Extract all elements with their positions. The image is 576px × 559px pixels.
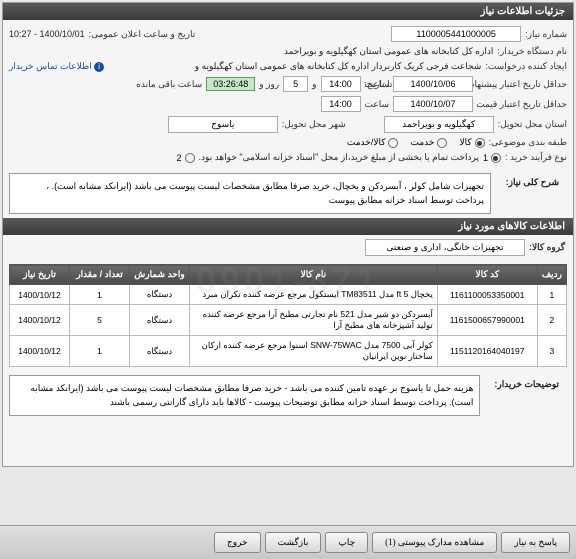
cell-code: 1161500657990001	[437, 305, 537, 336]
radio-dot-icon	[475, 138, 485, 148]
respond-button[interactable]: پاسخ به نیاز	[501, 532, 570, 553]
remaining-label: ساعت باقی مانده	[136, 79, 202, 90]
desc-text: تجهیزات شامل کولر ، آبسردکن و یخچال، خری…	[9, 173, 491, 214]
radio-goods-label: کالا	[459, 137, 471, 148]
deadline-label: حداقل تاریخ اعتبار پیشنهاد / مهلت ارسال …	[477, 79, 567, 90]
radio-service[interactable]: خدمت	[410, 137, 447, 148]
process-note: پرداخت تمام یا بخشی از مبلغ خرید،از محل …	[199, 152, 479, 163]
group-value: تجهیزات خانگی، اداری و صنعتی	[365, 239, 525, 256]
category-radio-group: کالا خدمت کالا/خدمت	[347, 137, 485, 148]
radio-dot-icon	[185, 153, 195, 163]
main-panel: جزئیات اطلاعات نیاز شماره نیاز: 11000054…	[2, 2, 574, 467]
cell-date: 1400/10/12	[10, 336, 70, 367]
radio-service-label: خدمت	[410, 137, 434, 148]
category-label: طبقه بندی موضوعی:	[489, 137, 567, 148]
buyer-notes-text: هزینه حمل تا یاسوج بر عهده تامین کننده م…	[9, 375, 480, 416]
price-valid-date: 1400/10/07	[393, 96, 473, 112]
cell-code: 1151120164040197	[437, 336, 537, 367]
process-opt2-label: 2	[177, 153, 182, 163]
button-bar: پاسخ به نیاز مشاهده مدارک پیوستی (1) چاپ…	[0, 525, 576, 559]
form-area: شماره نیاز: 1100005441000005 تاریخ و ساع…	[3, 20, 573, 173]
deadline-time: 14:00	[321, 76, 361, 92]
exit-button[interactable]: خروج	[214, 532, 261, 553]
table-row: 31151120164040197کولر آبی 7500 مدل SNW-7…	[10, 336, 567, 367]
price-valid-time: 14:00	[321, 96, 361, 112]
th-unit: واحد شمارش	[130, 265, 190, 285]
radio-both-label: کالا/خدمت	[347, 137, 386, 148]
deadline-date: 1400/10/06	[393, 76, 473, 92]
process-opt1-label: 1	[483, 153, 488, 163]
requester-label: ایجاد کننده درخواست:	[485, 61, 567, 72]
cell-name: آبسردکن دو شیر مدل 521 نام تجارتی مطبخ آ…	[190, 305, 438, 336]
cell-date: 1400/10/12	[10, 285, 70, 305]
radio-dot-icon	[491, 153, 501, 163]
items-table: ردیف کد کالا نام کالا واحد شمارش تعداد /…	[9, 264, 567, 367]
cell-qty: 5	[70, 305, 130, 336]
buyer-value: اداره کل کتابخانه های عمومی استان کهگیلو…	[284, 46, 494, 57]
table-row: 21161500657990001آبسردکن دو شیر مدل 521 …	[10, 305, 567, 336]
days-value: 5	[283, 76, 308, 92]
countdown-timer: 03:26:48	[206, 77, 255, 91]
cell-qty: 1	[70, 336, 130, 367]
radio-dot-icon	[388, 138, 398, 148]
need-number-label: شماره نیاز:	[525, 29, 567, 40]
radio-goods[interactable]: کالا	[459, 137, 484, 148]
requester-value: شجاعت فرجی کریک کاربردار اداره کل کتابخا…	[108, 61, 481, 72]
table-header-row: ردیف کد کالا نام کالا واحد شمارش تعداد /…	[10, 265, 567, 285]
buyer-notes-label: توضیحات خریدار:	[486, 375, 567, 394]
announce-label: تاریخ و ساعت اعلان عمومی:	[89, 29, 196, 40]
cell-qty: 1	[70, 285, 130, 305]
province-value: کهگیلویه و بویراحمد	[384, 116, 494, 133]
contact-link[interactable]: i اطلاعات تماس خریدار	[9, 61, 104, 72]
cell-index: 3	[537, 336, 566, 367]
city-label: شهر محل تحویل:	[282, 119, 346, 130]
cell-unit: دستگاه	[130, 305, 190, 336]
price-valid-label: حداقل تاریخ اعتبار قیمت تا تاریخ:	[477, 99, 567, 110]
cell-name: کولر آبی 7500 مدل SNW-75WAC اسنوا مرجع ع…	[190, 336, 438, 367]
process-opt2[interactable]: 2	[177, 153, 195, 163]
radio-both[interactable]: کالا/خدمت	[347, 137, 399, 148]
cell-unit: دستگاه	[130, 285, 190, 305]
cell-name: یخچال 5 ft مدل TM83511 ایستکول مرجع عرضه…	[190, 285, 438, 305]
back-button[interactable]: بازگشت	[265, 532, 322, 553]
panel-title: جزئیات اطلاعات نیاز	[3, 3, 573, 20]
need-number-value: 1100005441000005	[391, 26, 521, 42]
desc-label: شرح کلی نیاز:	[497, 173, 567, 192]
info-icon: i	[94, 62, 104, 72]
process-label: نوع فرآیند خرید :	[505, 152, 567, 163]
announce-value: 1400/10/01 - 10:27	[9, 29, 85, 39]
th-code: کد کالا	[437, 265, 537, 285]
cell-code: 1161100053350001	[437, 285, 537, 305]
cell-index: 2	[537, 305, 566, 336]
city-value: یاسوج	[168, 116, 278, 133]
time-label-2: ساعت	[365, 99, 390, 110]
group-label: گروه کالا:	[529, 242, 565, 253]
radio-dot-icon	[437, 138, 447, 148]
contact-link-text: اطلاعات تماس خریدار	[9, 61, 92, 71]
table-row: 11161100053350001یخچال 5 ft مدل TM83511 …	[10, 285, 567, 305]
cell-index: 1	[537, 285, 566, 305]
buyer-label: نام دستگاه خریدار:	[497, 46, 567, 57]
days-unit: روز و	[259, 79, 279, 90]
th-date: تاریخ نیاز	[10, 265, 70, 285]
print-button[interactable]: چاپ	[325, 532, 368, 553]
province-label: استان محل تحویل:	[498, 119, 567, 130]
th-index: ردیف	[537, 265, 566, 285]
process-opt1[interactable]: 1	[483, 153, 501, 163]
attachments-button[interactable]: مشاهده مدارک پیوستی (1)	[372, 532, 497, 553]
days-and: و	[312, 79, 316, 90]
th-qty: تعداد / مقدار	[70, 265, 130, 285]
cell-unit: دستگاه	[130, 336, 190, 367]
th-name: نام کالا	[190, 265, 438, 285]
time-label-1: ساعت	[365, 79, 390, 90]
items-header: اطلاعات کالاهای مورد نیاز	[3, 218, 573, 235]
cell-date: 1400/10/12	[10, 305, 70, 336]
